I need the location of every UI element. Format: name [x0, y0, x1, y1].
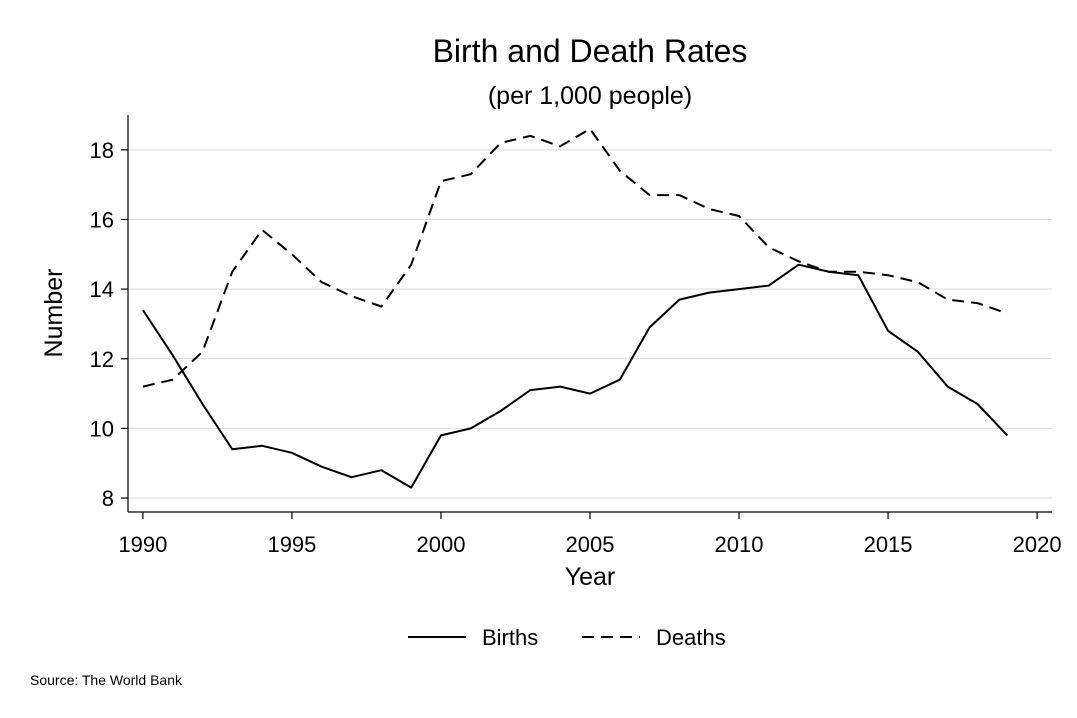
x-tick-label-2015: 2015: [864, 532, 913, 557]
chart-title: Birth and Death Rates: [433, 33, 748, 69]
x-tick-label-1990: 1990: [118, 532, 167, 557]
x-tick-label-2010: 2010: [715, 532, 764, 557]
y-axis-label: Number: [40, 269, 68, 358]
y-tick-label-12: 12: [90, 347, 114, 372]
series-line-deaths: [142, 127, 1008, 388]
x-axis-ticks: 1990 1995 2000 2005 2010 2015 2020: [118, 512, 1062, 557]
y-tick-label-18: 18: [90, 138, 114, 163]
gridlines: [128, 149, 1052, 499]
x-tick-label-2020: 2020: [1013, 532, 1062, 557]
y-axis-ticks: 8 10 12 14 16 18: [90, 138, 128, 511]
y-tick-label-14: 14: [90, 277, 114, 302]
x-tick-label-1995: 1995: [267, 532, 316, 557]
source-note: Source: The World Bank: [30, 672, 183, 688]
x-tick-label-2005: 2005: [566, 532, 615, 557]
y-tick-label-16: 16: [90, 207, 114, 232]
chart-subtitle: (per 1,000 people): [488, 82, 692, 110]
legend: Births Deaths: [408, 625, 726, 650]
legend-label-deaths: Deaths: [656, 625, 726, 650]
series-lines: [142, 127, 1009, 489]
y-tick-label-10: 10: [90, 416, 114, 441]
series-line-births: [142, 263, 1009, 489]
x-axis-label: Year: [565, 563, 616, 591]
legend-label-births: Births: [482, 625, 538, 650]
y-tick-label-8: 8: [102, 486, 114, 511]
x-tick-label-2000: 2000: [416, 532, 465, 557]
